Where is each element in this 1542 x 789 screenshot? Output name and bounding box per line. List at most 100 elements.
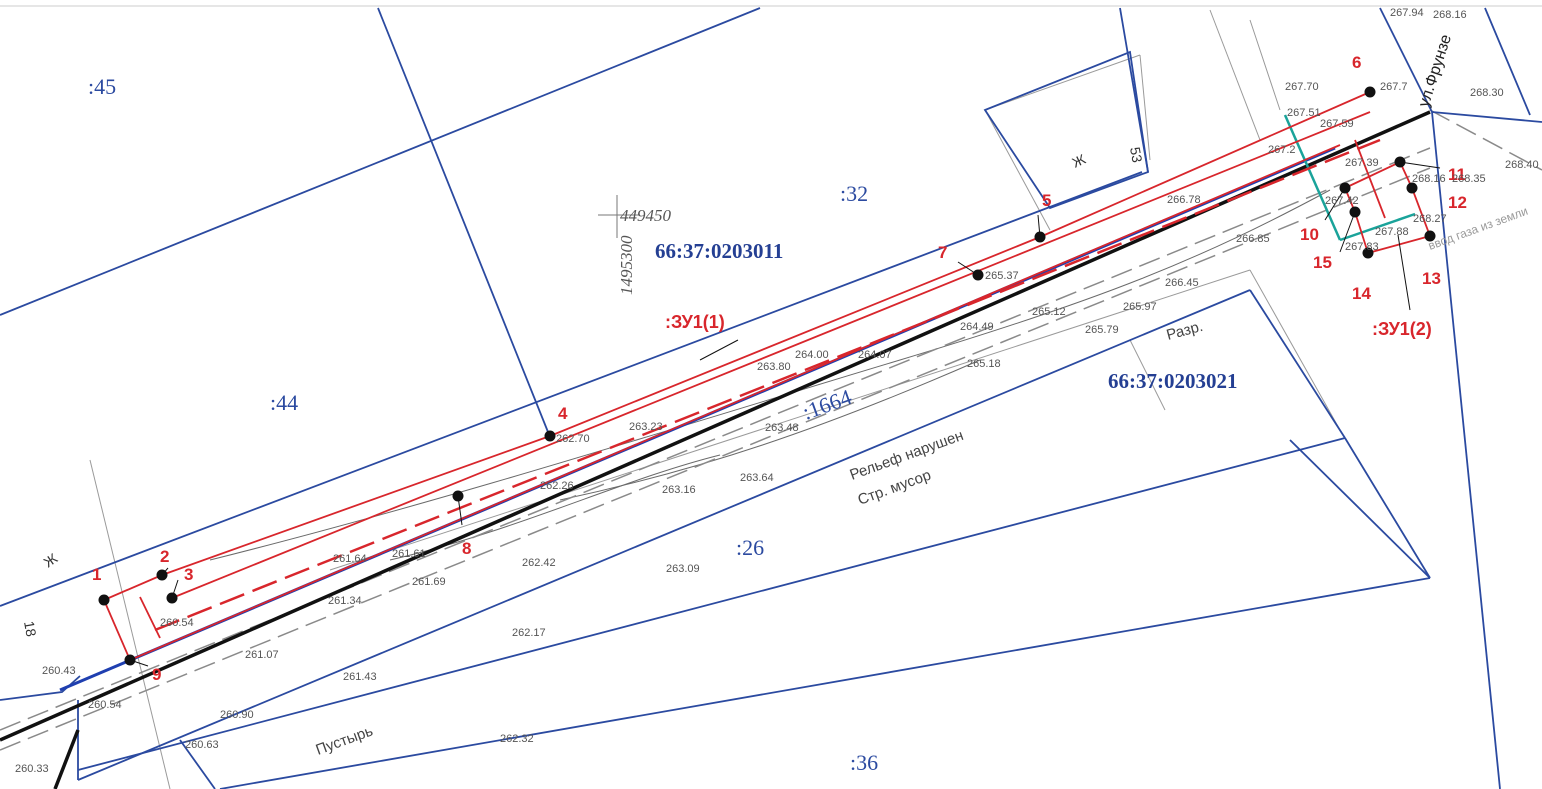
point-15[interactable] <box>1349 206 1361 218</box>
topo-curve <box>209 189 1331 561</box>
teal-line <box>1339 212 1416 242</box>
point-7[interactable] <box>972 269 984 281</box>
topo-line <box>984 54 1141 111</box>
point-9[interactable] <box>124 654 136 666</box>
elevation: 260.54 <box>160 617 194 629</box>
survey-points <box>98 86 1436 666</box>
point-label-1: 1 <box>92 565 101 584</box>
topo-curve <box>559 359 981 501</box>
dashed-road-edge <box>0 147 1431 731</box>
parcel-boundaries <box>0 7 1542 789</box>
boundary-west-south <box>0 675 81 701</box>
cadastral-quarter-0203011: 66:37:0203011 <box>655 239 783 263</box>
point-13[interactable] <box>1424 230 1436 242</box>
elevation: 260.43 <box>42 665 76 677</box>
coordinate-x: 449450 <box>620 206 672 225</box>
point-14[interactable] <box>1362 247 1374 259</box>
street-label: ул.Фрунзе <box>1416 32 1455 109</box>
elevation: 263.09 <box>666 563 700 575</box>
boundary-street <box>1379 7 1433 113</box>
topo-line <box>1249 269 1341 431</box>
elevation: 268.30 <box>1470 87 1504 99</box>
point-5[interactable] <box>1034 231 1046 243</box>
topo-line <box>329 269 1251 571</box>
plot-zu1-2-edge <box>1354 139 1386 219</box>
point-2[interactable] <box>156 569 168 581</box>
elevation: 260.33 <box>15 763 49 775</box>
road-axis-line <box>0 110 1431 742</box>
leader-zu1-1 <box>699 339 739 361</box>
boundary-36-south <box>219 577 1431 789</box>
elevation: 263.80 <box>757 361 791 373</box>
road-edge-dashed <box>0 109 1542 751</box>
boundary-26-edge <box>1344 437 1431 579</box>
elevation: 263.48 <box>765 422 799 434</box>
point-label-11: 11 <box>1448 165 1466 184</box>
point-label-13: 13 <box>1422 269 1441 288</box>
boundary-36-west <box>179 739 216 789</box>
boundary-26-36-east <box>1289 439 1431 579</box>
leader-11 <box>1399 161 1441 169</box>
note-razr: Разр. <box>1165 318 1205 344</box>
elevation: 267.2 <box>1268 144 1296 156</box>
elevation: 264.07 <box>858 349 892 361</box>
elevation-marks: 267.94 268.16 267.70 267.7 268.30 267.51… <box>15 7 1539 775</box>
boundary-south-26 <box>77 289 1251 781</box>
elevation: 262.32 <box>500 733 534 745</box>
elevation: 261.69 <box>412 576 446 588</box>
point-11[interactable] <box>1394 156 1406 168</box>
elevation: 268.16 <box>1412 173 1446 185</box>
point-4[interactable] <box>544 430 556 442</box>
elevation: 267.42 <box>1325 195 1359 207</box>
point-label-9: 9 <box>152 665 161 684</box>
plot-zu1-1 <box>103 91 1371 661</box>
elevation: 265.18 <box>967 358 1001 370</box>
plot-zu1-1-dashed-axis <box>154 138 1381 632</box>
elevation: 263.64 <box>740 472 774 484</box>
point-1[interactable] <box>98 594 110 606</box>
leader-15 <box>1339 211 1356 253</box>
elevation: 261.61 <box>392 548 426 560</box>
point-label-2: 2 <box>160 547 169 566</box>
teal-line <box>1283 114 1342 241</box>
dashed-road-edge <box>0 167 1431 751</box>
teal-lines <box>1283 114 1416 242</box>
point-6[interactable] <box>1364 86 1376 98</box>
boundary-36-east <box>1431 111 1501 789</box>
parcel-label-1664: :1664 <box>799 384 855 425</box>
elevation: 262.26 <box>540 480 574 492</box>
point-8[interactable] <box>452 490 464 502</box>
point-12[interactable] <box>1406 182 1418 194</box>
topo-line <box>1209 9 1261 141</box>
plot-label-zu1-1: :ЗУ1(1) <box>665 312 725 332</box>
plot-zu1-1-inner-line <box>171 111 1371 599</box>
elevation: 265.97 <box>1123 301 1157 313</box>
parcel-label-32: :32 <box>840 181 868 206</box>
point-3[interactable] <box>166 592 178 604</box>
elevation: 264.00 <box>795 349 829 361</box>
topo-line <box>984 109 1051 231</box>
elevation: 267.39 <box>1345 157 1379 169</box>
boundary-45-44 <box>0 7 761 316</box>
elevation: 265.12 <box>1032 306 1066 318</box>
elevation: 266.85 <box>1236 233 1270 245</box>
grid-cross <box>598 195 640 238</box>
point-10[interactable] <box>1339 182 1351 194</box>
point-label-4: 4 <box>558 404 568 423</box>
plot-zu1-1-north-edge <box>103 91 1371 601</box>
elevation: 265.37 <box>985 270 1019 282</box>
elevation: 261.64 <box>333 553 367 565</box>
elevation: 268.27 <box>1413 213 1447 225</box>
road-axis <box>0 110 1431 789</box>
leader-10 <box>1324 187 1346 221</box>
building-53 <box>983 50 1149 210</box>
topo-line <box>1129 339 1166 411</box>
elevation: 263.16 <box>662 484 696 496</box>
topo-line <box>1249 19 1281 111</box>
elevation: 267.7 <box>1380 81 1408 93</box>
boundary-26-east <box>1249 289 1346 439</box>
elevation: 268.40 <box>1505 159 1539 171</box>
boundary-street-far <box>1484 7 1531 116</box>
point-label-14: 14 <box>1352 284 1371 303</box>
